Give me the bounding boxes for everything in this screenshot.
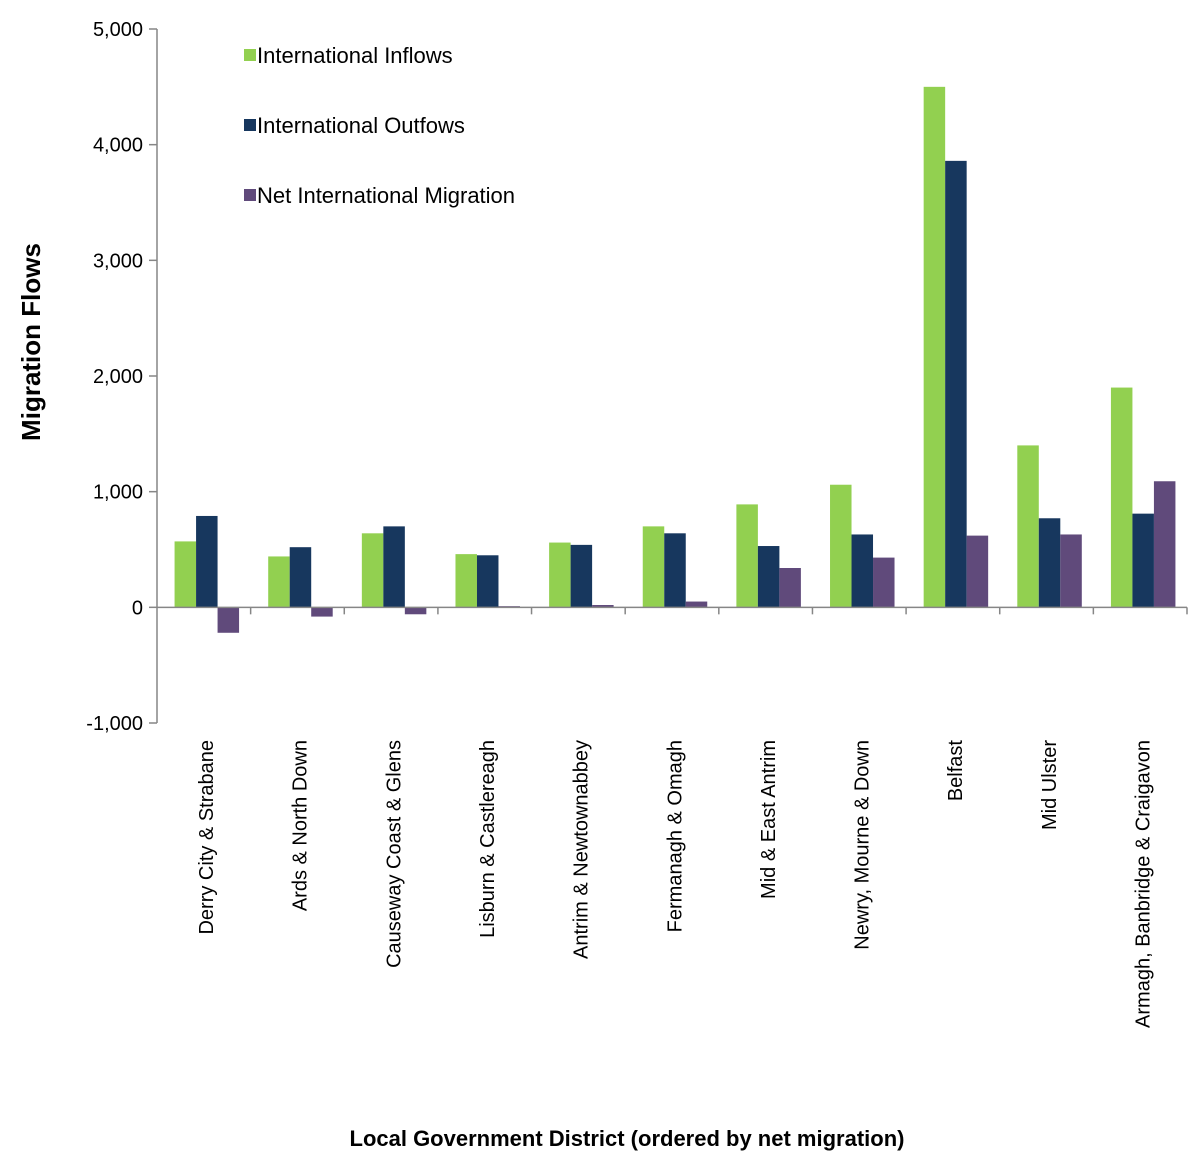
bar-inflows: [736, 504, 758, 608]
bar-outflows: [1038, 518, 1061, 608]
y-tick-label: -1,000: [86, 713, 143, 735]
bars: [174, 86, 1176, 633]
legend-label: International Inflows: [257, 43, 453, 68]
bar-net: [592, 605, 614, 608]
bar-inflows: [549, 542, 571, 608]
y-tick-label: 5,000: [93, 19, 143, 41]
y-tick-label: 2,000: [93, 366, 143, 388]
y-tick-label: 0: [132, 597, 143, 619]
legend-swatch: [244, 49, 256, 61]
bar-inflows: [361, 533, 384, 608]
bar-outflows: [851, 534, 874, 608]
bar-net: [1153, 481, 1176, 608]
x-tick-label: Belfast: [945, 740, 967, 802]
bar-inflows: [268, 556, 290, 608]
legend: International Inflows International Outfo…: [244, 43, 515, 208]
y-tick-label: 4,000: [93, 135, 143, 157]
y-axis-title: Migration Flows: [16, 243, 46, 441]
bar-outflows: [945, 160, 967, 608]
legend-label: Net International Migration: [257, 183, 515, 208]
bar-net: [1060, 534, 1082, 608]
x-tick-label: Armagh, Banbridge & Craigavon: [1132, 740, 1154, 1028]
bar-inflows: [830, 484, 852, 608]
bar-net: [685, 601, 708, 608]
bar-inflows: [174, 541, 197, 608]
bar-outflows: [757, 546, 780, 608]
bar-inflows: [1110, 387, 1133, 608]
x-tick-label: Antrim & Newtownabbey: [571, 740, 593, 959]
x-axis-title: Local Government District (ordered by ne…: [350, 1126, 905, 1151]
bar-outflows: [476, 555, 499, 608]
bar-outflows: [664, 533, 686, 608]
bar-net: [404, 607, 427, 615]
bar-outflows: [289, 547, 312, 608]
legend-swatch: [244, 189, 256, 201]
bar-net: [779, 568, 801, 608]
x-axis: [157, 606, 1188, 615]
bar-net: [966, 535, 989, 608]
bar-outflows: [196, 515, 218, 608]
x-tick-label: Ards & North Down: [290, 740, 312, 911]
bar-net: [873, 557, 895, 608]
y-tick-label: 3,000: [93, 250, 143, 272]
x-tick-label: Fermanagh & Omagh: [664, 740, 686, 932]
bar-outflows: [1132, 513, 1154, 608]
bar-inflows: [923, 86, 946, 608]
bar-outflows: [570, 544, 593, 608]
x-tick-label: Mid & East Antrim: [758, 740, 780, 899]
bar-inflows: [642, 526, 665, 608]
bar-inflows: [1017, 445, 1039, 608]
x-tick-label: Mid Ulster: [1039, 740, 1061, 830]
bar-inflows: [455, 554, 477, 608]
x-tick-label: Lisburn & Castlereagh: [477, 740, 499, 938]
legend-label: International Outfows: [257, 113, 465, 138]
y-axis: -1,000 0 1,000 2,000 3,000 4,000 5,000: [86, 19, 158, 735]
x-tick-label: Causeway Coast & Glens: [383, 740, 405, 968]
y-tick-label: 1,000: [93, 482, 143, 504]
x-tick-label: Derry City & Strabane: [196, 740, 218, 935]
x-tick-labels: Derry City & Strabane Ards & North Down Ca…: [196, 740, 1154, 1028]
bar-net: [217, 607, 240, 633]
bar-net: [311, 607, 333, 617]
x-tick-label: Newry, Mourne & Down: [852, 740, 874, 950]
legend-swatch: [244, 119, 256, 131]
bar-outflows: [383, 526, 405, 608]
